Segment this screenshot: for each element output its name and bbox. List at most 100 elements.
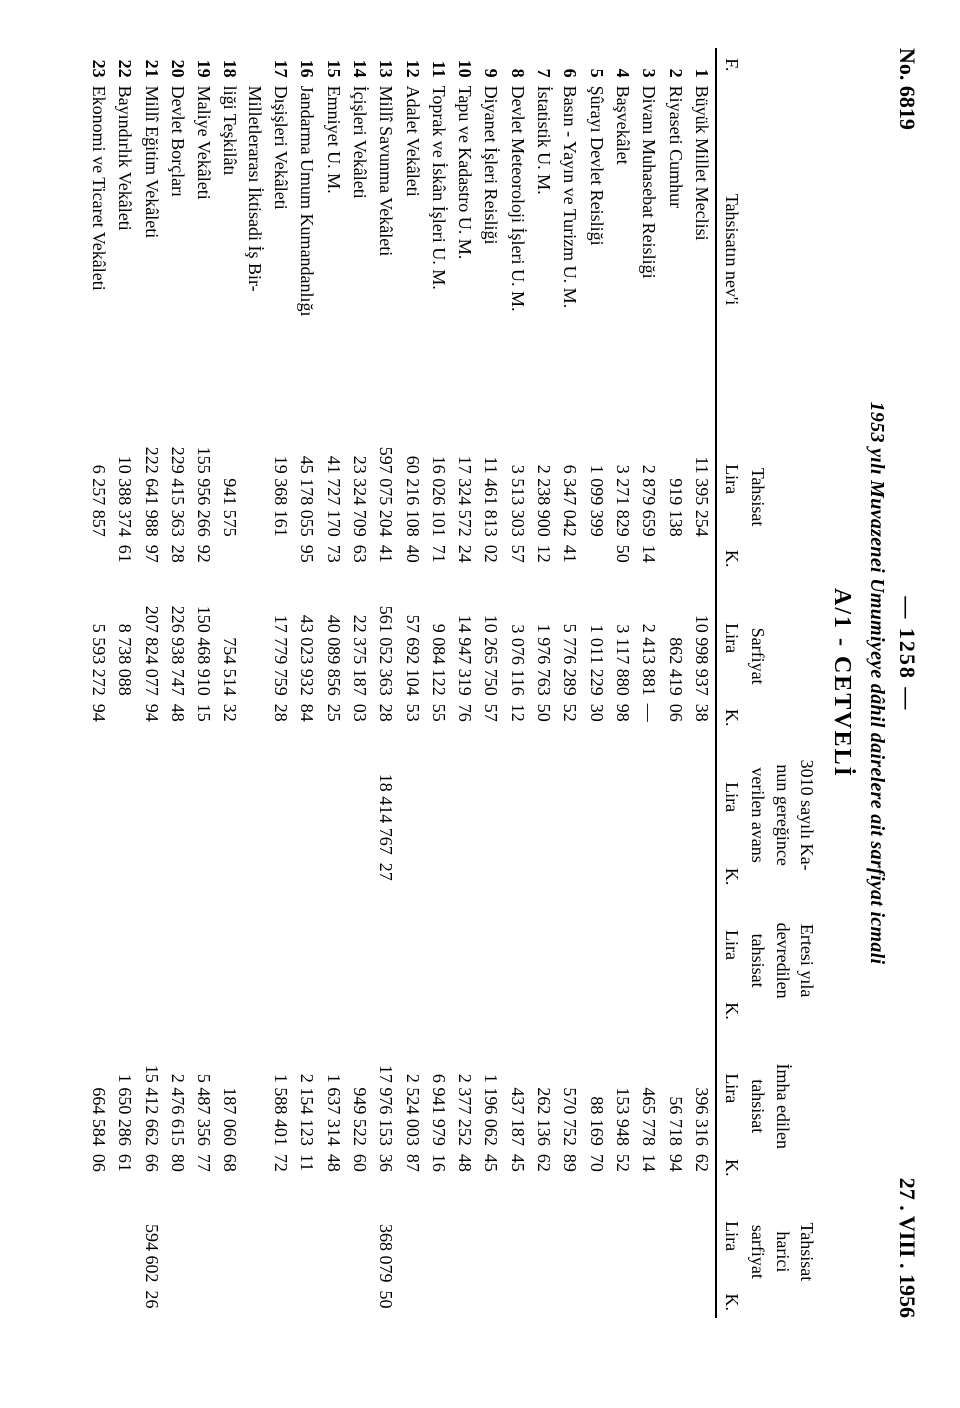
table-row: 12Adalet Vekâleti60 216 1084057 692 1045… <box>399 48 425 1318</box>
harici-lira <box>268 1186 294 1287</box>
table-head: Tahsisat Sarfiyat 3010 sayılı Ka- nun ge… <box>716 48 820 1318</box>
row-name: Riyaseti Cumhur <box>662 82 688 418</box>
tahsisat-lira: 229 415 363 <box>165 418 191 541</box>
devir-lira <box>689 895 716 996</box>
avans-k <box>478 859 504 895</box>
sarfiyat-k: 32 <box>217 700 268 736</box>
devir-lira <box>583 895 609 996</box>
harici-k <box>426 1287 452 1319</box>
table-row: 16Jandarma Umum Kumandanlığı45 178 05595… <box>294 48 320 1318</box>
col-k: K. <box>719 1287 745 1319</box>
harici-k <box>557 1287 583 1319</box>
table-row: 20Devlet Borçları229 415 36328226 938 74… <box>165 48 191 1318</box>
sarfiyat-lira: 57 692 104 <box>399 577 425 700</box>
avans-lira <box>112 736 138 859</box>
col-k: K. <box>719 1150 745 1186</box>
avans-lira <box>504 736 530 859</box>
sarfiyat-lira: 1 011 229 <box>583 577 609 700</box>
imha-lira: 396 316 <box>689 1027 716 1150</box>
avans-k <box>165 859 191 895</box>
avans-lira <box>689 736 716 859</box>
harici-k <box>504 1287 530 1319</box>
avans-k <box>191 859 217 895</box>
imha-k: 89 <box>557 1150 583 1186</box>
row-f: 21 <box>138 48 164 82</box>
harici-lira <box>478 1186 504 1287</box>
harici-k <box>191 1287 217 1319</box>
avans-lira <box>191 736 217 859</box>
tahsisat-k <box>689 541 716 577</box>
devir-lira <box>138 895 164 996</box>
col-k: K. <box>719 700 745 736</box>
avans-k <box>426 859 452 895</box>
tahsisat-lira: 941 575 <box>217 418 268 541</box>
avans-k <box>636 859 662 895</box>
row-name: Büyük Millet Meclisi <box>689 82 716 418</box>
row-name: İçişleri Vekâleti <box>347 82 373 418</box>
row-f: 22 <box>112 48 138 82</box>
devir-lira <box>112 895 138 996</box>
sarfiyat-k: 48 <box>165 700 191 736</box>
tahsisat-lira: 60 216 108 <box>399 418 425 541</box>
devir-k <box>399 995 425 1026</box>
row-f: 18 <box>217 48 268 82</box>
devir-k <box>662 995 688 1026</box>
tahsisat-lira: 6 257 857 <box>86 418 112 541</box>
imha-lira: 437 187 <box>504 1027 530 1150</box>
row-f: 20 <box>165 48 191 82</box>
imha-k: 72 <box>268 1150 294 1186</box>
imha-k: 36 <box>373 1150 399 1186</box>
sarfiyat-lira: 5 593 272 <box>86 577 112 700</box>
devir-k <box>531 995 557 1026</box>
row-f: 14 <box>347 48 373 82</box>
row-name: Millî Savunma Vekâleti <box>373 82 399 418</box>
tahsisat-k: 41 <box>557 541 583 577</box>
avans-k <box>294 859 320 895</box>
avans-k <box>399 859 425 895</box>
table-body: 1Büyük Millet Meclisi11 395 25410 998 93… <box>86 48 716 1318</box>
sarfiyat-k: 06 <box>662 700 688 736</box>
avans-k <box>583 859 609 895</box>
harici-k <box>320 1287 346 1319</box>
devir-k <box>217 995 268 1026</box>
table-row: 13Millî Savunma Vekâleti597 075 20441561… <box>373 48 399 1318</box>
content: No. 6819 — 1258 — 27 . VIII . 1956 1953 … <box>66 0 960 1408</box>
devir-lira <box>662 895 688 996</box>
imha-lira: 262 136 <box>531 1027 557 1150</box>
row-f: 12 <box>399 48 425 82</box>
devir-k <box>689 995 716 1026</box>
sarfiyat-lira: 150 468 910 <box>191 577 217 700</box>
tahsisat-lira: 3 271 829 <box>610 418 636 541</box>
row-name: Devlet Borçları <box>165 82 191 418</box>
sarfiyat-lira: 226 938 747 <box>165 577 191 700</box>
row-f: 5 <box>583 48 609 82</box>
harici-k <box>347 1287 373 1319</box>
tahsisat-lira: 2 238 900 <box>531 418 557 541</box>
tahsisat-lira: 19 368 161 <box>268 418 294 541</box>
imha-lira: 1 196 062 <box>478 1027 504 1150</box>
row-f: 11 <box>426 48 452 82</box>
doc-number: No. 6819 <box>894 48 920 130</box>
row-name: Jandarma Umum Kumandanlığı <box>294 82 320 418</box>
sarfiyat-k: 03 <box>347 700 373 736</box>
devir-k <box>86 995 112 1026</box>
harici-k <box>294 1287 320 1319</box>
devir-lira <box>217 895 268 996</box>
avans-lira <box>478 736 504 859</box>
row-name: Başvekâlet <box>610 82 636 418</box>
imha-lira: 17 976 153 <box>373 1027 399 1150</box>
tahsisat-k: 61 <box>112 541 138 577</box>
harici-lira <box>610 1186 636 1287</box>
imha-k: 62 <box>531 1150 557 1186</box>
imha-lira: 15 412 662 <box>138 1027 164 1150</box>
sarfiyat-k: 57 <box>478 700 504 736</box>
table-row: 23Ekonomi ve Ticaret Vekâleti6 257 8575 … <box>86 48 112 1318</box>
harici-lira <box>294 1186 320 1287</box>
imha-lira: 2 154 123 <box>294 1027 320 1150</box>
row-f: 4 <box>610 48 636 82</box>
devir-lira <box>557 895 583 996</box>
sarfiyat-lira: 3 076 116 <box>504 577 530 700</box>
imha-lira: 949 522 <box>347 1027 373 1150</box>
col-sarfiyat: Sarfiyat <box>745 577 820 736</box>
devir-lira <box>426 895 452 996</box>
